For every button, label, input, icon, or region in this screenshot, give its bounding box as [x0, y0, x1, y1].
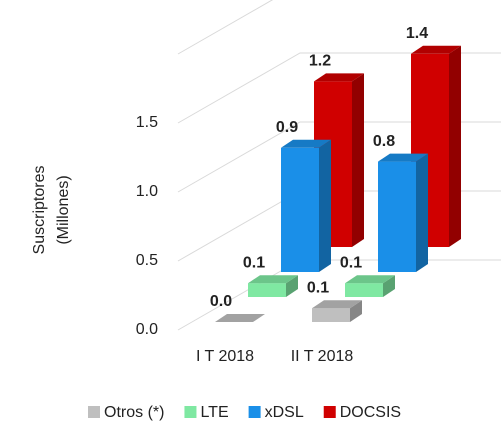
- y-tick-label: 0.0: [136, 321, 158, 338]
- data-label: 0.1: [340, 254, 362, 271]
- bar-side: [286, 275, 298, 297]
- data-label: 1.2: [309, 53, 331, 70]
- data-label: 0.8: [373, 133, 395, 150]
- y-axis-title: (Millones): [55, 175, 72, 244]
- bar-top: [215, 314, 265, 322]
- bar-side: [416, 153, 428, 272]
- legend-label: xDSL: [265, 404, 304, 421]
- bar: [248, 283, 286, 297]
- x-tick-label: I T 2018: [196, 348, 254, 365]
- bar: [378, 161, 416, 272]
- legend-swatch: [323, 406, 336, 418]
- bar-top: [345, 275, 395, 284]
- y-tick-label: 1.5: [136, 114, 158, 131]
- legend-label: DOCSIS: [340, 404, 401, 421]
- bar-side: [352, 73, 364, 248]
- bar-side: [383, 275, 395, 297]
- bar-side: [319, 139, 331, 272]
- legend-label: LTE: [200, 404, 228, 421]
- legend-swatch: [184, 406, 197, 418]
- legend-label: Otros (*): [104, 404, 164, 421]
- bar-top: [314, 73, 364, 82]
- bar-top: [281, 139, 331, 148]
- y-axis-title: Suscriptores: [31, 166, 48, 255]
- y-tick-label: 0.5: [136, 252, 158, 269]
- grid-line: [177, 0, 274, 55]
- legend-swatch: [88, 406, 100, 418]
- bar-top: [312, 300, 362, 309]
- y-tick-label: 1.0: [136, 183, 158, 200]
- bar: [281, 147, 319, 272]
- bar: [312, 308, 350, 322]
- bar-top: [378, 153, 428, 162]
- data-label: 1.4: [406, 25, 428, 42]
- data-label: 0.9: [276, 119, 298, 136]
- legend-swatch: [248, 406, 261, 418]
- data-label: 0.1: [307, 279, 329, 296]
- data-label: 0.1: [243, 254, 265, 271]
- bar-top: [248, 275, 298, 284]
- bar-side: [350, 300, 362, 322]
- bar-top: [411, 45, 461, 54]
- data-label: 0.0: [210, 293, 232, 310]
- x-tick-label: II T 2018: [291, 348, 354, 365]
- bar: [345, 283, 383, 297]
- bar-side: [449, 45, 461, 247]
